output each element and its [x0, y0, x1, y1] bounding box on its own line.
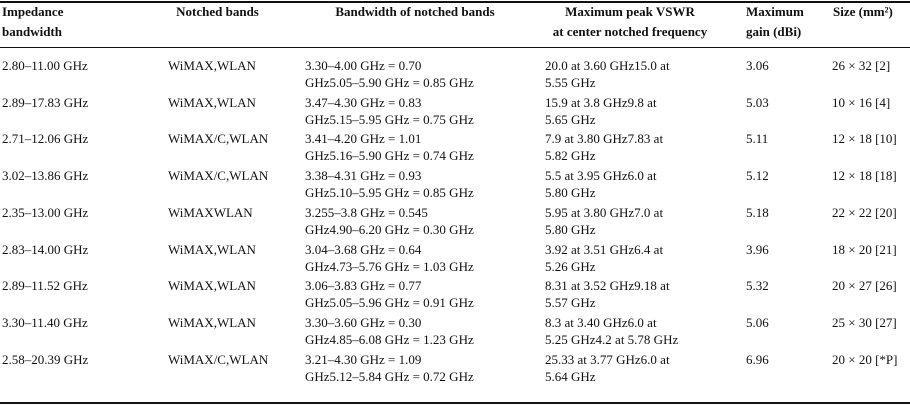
table-cell: 3.30–11.40 GHz — [2, 314, 88, 330]
table-cell: 3.38–4.31 GHz = 0.93 — [305, 168, 422, 184]
table-cell: 20.0 at 3.60 GHz15.0 at — [545, 58, 670, 73]
table-cell: WiMAX,WLAN — [168, 314, 256, 330]
table-cell: 2.89–11.52 GHz — [2, 278, 88, 294]
table-cell: WiMAX/C,WLAN — [168, 168, 269, 184]
table-cell: GHz5.16–5.90 GHz = 0.74 GHz — [305, 148, 474, 164]
table-cell: 5.80 GHz — [545, 221, 596, 237]
table-cell: 5.25 GHz4.2 at 5.78 GHz — [545, 331, 679, 347]
header-cell: at center notched frequency — [552, 24, 708, 39]
table-cell: 25 × 30 [27] — [832, 314, 897, 330]
table-cell: 3.04–3.68 GHz = 0.64 — [305, 241, 422, 257]
table-cell: WiMAX,WLAN — [168, 58, 256, 73]
table-cell: 3.30–3.60 GHz = 0.30 — [305, 314, 422, 330]
table-cell: 5.32 — [746, 278, 769, 294]
table-cell: 12 × 18 [10] — [832, 131, 897, 147]
table-cell: 5.65 GHz — [545, 111, 596, 127]
table-cell: 2.83–14.00 GHz — [2, 241, 89, 257]
table-cell: 2.89–17.83 GHz — [2, 94, 89, 110]
table-cell: 3.92 at 3.51 GHz6.4 at — [545, 241, 664, 257]
table-cell: 5.57 GHz — [545, 295, 596, 311]
table-cell: WiMAXWLAN — [168, 204, 253, 220]
table-cell: GHz5.15–5.95 GHz = 0.75 GHz — [305, 111, 474, 127]
table-cell: 3.02–13.86 GHz — [2, 168, 89, 184]
header-cell: gain (dBi) — [746, 24, 802, 39]
table-cell: 5.11 — [746, 131, 769, 147]
table-cell: 8.31 at 3.52 GHz9.18 at — [545, 278, 670, 294]
table-cell: 26 × 32 [2] — [832, 58, 891, 73]
table-cell: 5.06 — [746, 314, 769, 330]
table-cell: 3.255–3.8 GHz = 0.545 — [305, 204, 428, 220]
table-cell: 6.96 — [746, 351, 769, 367]
table-cell: WiMAX,WLAN — [168, 278, 256, 294]
table-cell: 25.33 at 3.77 GHz6.0 at — [545, 351, 670, 367]
header-cell: Size (mm²) — [833, 4, 893, 19]
table-cell: WiMAX/C,WLAN — [168, 351, 269, 367]
table-cell: 2.71–12.06 GHz — [2, 131, 89, 147]
table-cell: 2.35–13.00 GHz — [2, 204, 89, 220]
header-cell: bandwidth — [2, 24, 62, 39]
header-cell: Maximum peak VSWR — [565, 4, 695, 19]
bottom-rule — [0, 402, 910, 404]
table-cell: 10 × 16 [4] — [832, 94, 891, 110]
table-cell: 15.9 at 3.8 GHz9.8 at — [545, 94, 657, 110]
header-rule — [0, 47, 910, 48]
table-cell: 20 × 20 [*P] — [832, 351, 898, 367]
table-cell: 5.03 — [746, 94, 769, 110]
table-cell: 5.18 — [746, 204, 769, 220]
table-cell: 3.30–4.00 GHz = 0.70 — [305, 58, 422, 73]
table-cell: 3.41–4.20 GHz = 1.01 — [305, 131, 422, 147]
table-cell: GHz4.85–6.08 GHz = 1.23 GHz — [305, 331, 474, 347]
table-cell: GHz4.73–5.76 GHz = 1.03 GHz — [305, 258, 474, 274]
table-cell: 18 × 20 [21] — [832, 241, 897, 257]
table-cell: 12 × 18 [18] — [832, 168, 897, 184]
table-cell: 3.06 — [746, 58, 769, 73]
table-cell: 2.58–20.39 GHz — [2, 351, 89, 367]
table-cell: 5.82 GHz — [545, 148, 596, 164]
header-cell: Maximum — [746, 4, 804, 19]
table-cell: GHz5.10–5.95 GHz = 0.85 GHz — [305, 185, 474, 201]
table-cell: 5.5 at 3.95 GHz6.0 at — [545, 168, 657, 184]
table-cell: 3.06–3.83 GHz = 0.77 — [305, 278, 422, 294]
table-cell: 20 × 27 [26] — [832, 278, 897, 294]
table-cell: GHz5.05–5.90 GHz = 0.85 GHz — [305, 75, 474, 90]
table-cell: WiMAX,WLAN — [168, 241, 256, 257]
top-rule — [0, 1, 910, 3]
table-cell: WiMAX,WLAN — [168, 94, 256, 110]
table-cell: 5.80 GHz — [545, 185, 596, 201]
table-cell: 3.47–4.30 GHz = 0.83 — [305, 94, 422, 110]
table-cell: 5.26 GHz — [545, 258, 596, 274]
table-cell: 5.95 at 3.80 GHz7.0 at — [545, 204, 664, 220]
header-cell: Notched bands — [176, 4, 259, 19]
table-cell: 22 × 22 [20] — [832, 204, 897, 220]
table-cell: GHz5.12–5.84 GHz = 0.72 GHz — [305, 368, 474, 384]
header-cell: Impedance — [2, 4, 64, 19]
table-cell: 3.96 — [746, 241, 769, 257]
table-cell: 5.64 GHz — [545, 368, 596, 384]
table-cell: 7.9 at 3.80 GHz7.83 at — [545, 131, 664, 147]
table-cell: 5.12 — [746, 168, 769, 184]
table-cell: 2.80–11.00 GHz — [2, 58, 88, 73]
table-cell: GHz5.05–5.96 GHz = 0.91 GHz — [305, 295, 474, 311]
table-cell: WiMAX/C,WLAN — [168, 131, 269, 147]
table-cell: GHz4.90–6.20 GHz = 0.30 GHz — [305, 221, 474, 237]
table-cell: 5.55 GHz — [545, 75, 596, 90]
table-cell: 3.21–4.30 GHz = 1.09 — [305, 351, 422, 367]
header-cell: Bandwidth of notched bands — [335, 4, 495, 19]
table-cell: 8.3 at 3.40 GHz6.0 at — [545, 314, 657, 330]
